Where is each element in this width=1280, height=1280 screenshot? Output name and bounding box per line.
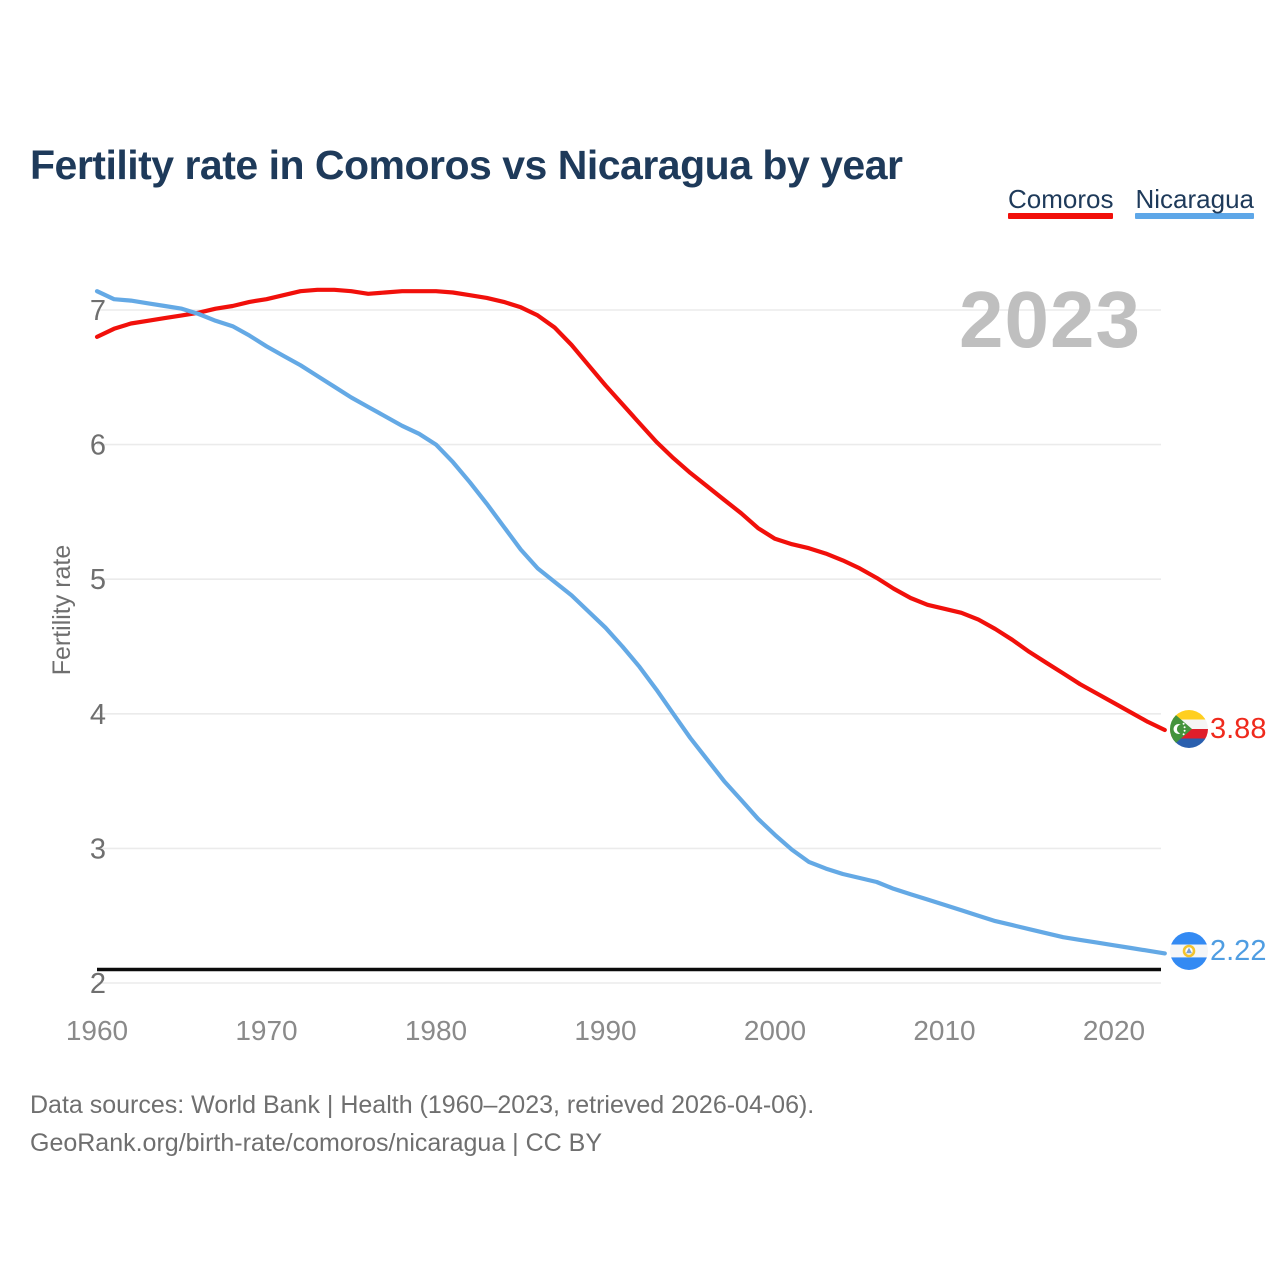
y-tick-label: 4 xyxy=(90,699,106,731)
footer: Data sources: World Bank | Health (1960–… xyxy=(30,1086,814,1162)
nicaragua-flag-icon xyxy=(1170,932,1208,970)
y-tick-label: 5 xyxy=(90,564,106,596)
x-tick-label: 1990 xyxy=(574,1015,636,1046)
y-axis-title: Fertility rate xyxy=(48,545,76,676)
footer-data-sources: Data sources: World Bank | Health (1960–… xyxy=(30,1091,815,1119)
x-tick-label: 2000 xyxy=(744,1015,806,1046)
legend-underline-nicaragua xyxy=(1135,213,1254,219)
y-tick-label: 7 xyxy=(90,295,106,327)
comoros-line[interactable] xyxy=(94,287,1167,733)
legend-item-nicaragua[interactable]: Nicaragua xyxy=(1135,186,1254,219)
y-tick-label: 2 xyxy=(90,968,106,1000)
watermark-year: 2023 xyxy=(959,275,1141,364)
x-tick-label: 2010 xyxy=(913,1015,975,1046)
legend-label-nicaragua: Nicaragua xyxy=(1135,184,1254,214)
nicaragua-end-value: 2.22 xyxy=(1210,935,1267,967)
comoros-end-value: 3.88 xyxy=(1210,713,1267,745)
legend-label-comoros: Comoros xyxy=(1008,184,1114,214)
x-tick-label: 1970 xyxy=(235,1015,297,1046)
footer-attribution: GeoRank.org/birth-rate/comoros/nicaragua… xyxy=(30,1129,603,1157)
x-tick-label: 1980 xyxy=(405,1015,467,1046)
legend: Comoros Nicaragua xyxy=(1008,186,1254,219)
x-axis-tick-labels: 1960 1970 1980 1990 2000 2010 2020 xyxy=(66,1015,1145,1046)
gridlines: 7 6 5 4 3 2 xyxy=(90,295,1161,1000)
comoros-flag-icon xyxy=(1170,710,1208,748)
x-tick-label: 2020 xyxy=(1083,1015,1145,1046)
legend-item-comoros[interactable]: Comoros xyxy=(1008,184,1114,219)
y-tick-label: 6 xyxy=(90,430,106,462)
x-tick-label: 1960 xyxy=(66,1015,128,1046)
nicaragua-line[interactable] xyxy=(94,289,1167,956)
y-tick-label: 3 xyxy=(90,833,106,865)
page-title: Fertility rate in Comoros vs Nicaragua b… xyxy=(30,142,903,189)
legend-underline-comoros xyxy=(1008,213,1114,219)
